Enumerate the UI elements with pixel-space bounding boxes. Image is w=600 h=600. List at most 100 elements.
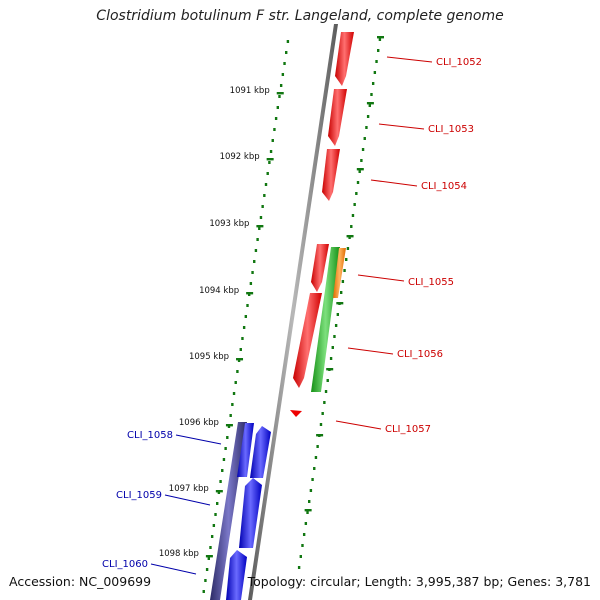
gene-leader-line [347,347,394,355]
ruler-dot [363,137,366,140]
ruler-dot [313,467,316,470]
ruler-dot [375,60,378,63]
ruler-dot [256,238,259,241]
ruler-kbp-tick [256,225,264,228]
ruler-dot [368,104,371,107]
ruler-dot [304,522,308,525]
rna-feature-cli-1056[interactable] [311,247,340,392]
gene-leader-line [175,434,222,445]
ruler-dot [308,500,311,503]
ruler-dot [212,524,216,527]
ruler-dot [377,49,380,52]
ruler-kbp-label: 1098 kbp [159,549,199,559]
ruler-dot [366,115,370,118]
ruler-dot [334,324,338,327]
ruler-major-tick [356,168,364,171]
ruler-dot [229,414,232,417]
misc-feature-orange[interactable] [333,248,346,298]
gene-leader-line [370,179,418,187]
gene-label[interactable]: CLI_1053 [428,124,474,135]
ruler-dot [286,40,290,43]
ruler-dot [266,172,269,175]
ruler-dot [297,566,301,569]
ruler-dot [216,502,219,505]
ruler-dot [276,106,279,109]
gene-arrow-cli-1059[interactable] [239,478,262,548]
ruler-dot [231,403,234,406]
ruler-dot [219,480,222,483]
gene-arrow-cli-1052[interactable] [335,32,354,86]
reverse-strand-backbone [210,422,247,600]
ruler-kbp-tick [266,158,274,161]
gene-arrow-cli-1055[interactable] [311,244,329,292]
gene-leader-line [164,494,211,506]
gene-label[interactable]: CLI_1059 [116,490,162,501]
accession-text: Accession: NC_009699 [9,574,152,589]
ruler-dot [251,271,254,274]
gene-leader-line [386,56,433,63]
ruler-dot [269,150,273,153]
gene-arrow-cli-1053[interactable] [328,89,347,146]
map-title: Clostridium botulinum F str. Langeland, … [96,8,504,24]
ruler: 1091 kbp 1092 kbp 1093 kbp 1094 kbp 1095 kbp… [159,36,384,593]
ruler-kbp-tick [276,92,284,95]
ruler-dot [360,159,363,162]
ruler-dot [339,291,343,294]
ruler-kbp-label: 1096 kbp [179,418,219,428]
ruler-dot [306,511,309,514]
ruler-major-tick [346,235,354,238]
ruler-dot [209,546,212,549]
ruler-dot [232,392,236,395]
ruler-dot [331,346,334,349]
ruler-kbp-label: 1093 kbp [209,219,249,229]
ruler-dot [336,313,340,316]
gene-arrow-cli-1056[interactable] [293,293,322,388]
ruler-dot [210,535,214,538]
ruler-dot [249,282,253,285]
gene-label[interactable]: CLI_1056 [397,349,443,360]
ruler-kbp-tick [205,555,213,558]
ruler-dot [281,73,285,76]
ruler-dot [222,458,226,461]
gene-arrow-cli-1060[interactable] [226,550,247,600]
ruler-dot [351,214,355,217]
ruler-dot [309,489,313,492]
ruler-dot [302,533,306,536]
gene-label[interactable]: CLI_1055 [408,277,454,288]
ruler-dot [324,390,328,393]
ruler-dot [301,544,304,547]
ruler-major-tick [336,302,344,305]
ruler-dot [311,478,314,481]
ruler-dot [247,293,251,296]
ruler-dot [271,139,274,142]
ruler-dot [370,93,373,96]
ruler-dot [241,337,244,340]
ruler-dot [224,447,227,450]
ruler-kbp-tick [215,490,223,493]
ruler-dot [264,183,268,186]
gene-label[interactable]: CLI_1052 [436,57,482,68]
ruler-dot [244,315,248,318]
gene-label[interactable]: CLI_1060 [102,559,148,570]
gene-label[interactable]: CLI_1058 [127,430,173,441]
ruler-kbp-label: 1091 kbp [230,86,270,96]
ruler-dot [299,555,302,558]
ruler-dot [253,260,256,263]
ruler-kbp-label: 1094 kbp [199,286,239,296]
ruler-dot [242,326,246,329]
ruler-major-tick [377,36,384,39]
ruler-dot [326,379,329,382]
ruler-kbp-tick [246,292,254,295]
ruler-dot [314,456,318,459]
ruler-dot [346,247,350,250]
ruler-dot [217,491,221,494]
ruler-dot [348,236,351,239]
ruler-dot [358,170,361,173]
gene-arrow-cli-1057[interactable] [290,410,302,417]
gene-arrow-cli-1054[interactable] [322,149,340,201]
gene-label[interactable]: CLI_1054 [421,181,467,192]
gene-label[interactable]: CLI_1057 [385,424,431,435]
ruler-dot [353,203,356,206]
ruler-dot [343,269,346,272]
gene-arrow-cli-1058[interactable] [237,423,271,478]
